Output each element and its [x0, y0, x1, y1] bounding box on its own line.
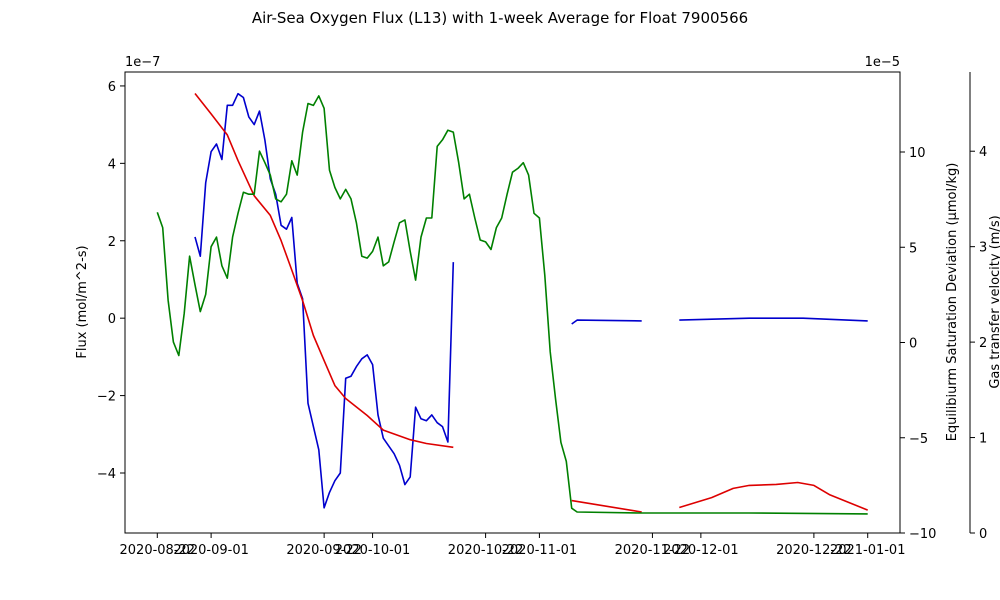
x-tick-label: 2020-11-22: [615, 543, 691, 558]
y3-tick-label: 3: [979, 241, 987, 256]
y-tick-label: −2: [97, 390, 116, 405]
chart-title: Air-Sea Oxygen Flux (L13) with 1-week Av…: [252, 9, 748, 27]
y3-tick-label: 2: [979, 336, 987, 351]
y2-tick-label: −5: [909, 432, 928, 447]
x-tick-label: 2020-12-01: [663, 543, 739, 558]
x-tick-label: 2020-09-01: [173, 543, 249, 558]
y-tick-label: 4: [108, 157, 116, 172]
y2-axis-label: Equilibiurm Saturation Deviation (µmol/k…: [945, 163, 960, 442]
x-tick-label: 2020-11-01: [502, 543, 578, 558]
x-tick-label: 2021-01-01: [830, 543, 906, 558]
x-tick-label: 2020-12-22: [776, 543, 852, 558]
data-line: [194, 92, 868, 509]
y3-tick-label: 4: [979, 145, 987, 160]
x-tick-label: 2020-10-01: [335, 543, 411, 558]
y2-offset-text: 1e−5: [865, 55, 900, 70]
plot-frame: [124, 71, 901, 534]
y-axis-label: Flux (mol/m^2-s): [75, 245, 90, 358]
y2-tick-label: 5: [909, 241, 917, 256]
x-tick-label: 2020-08-22: [120, 543, 196, 558]
data-line: [194, 93, 868, 513]
y-tick-label: 6: [108, 80, 116, 95]
data-line: [156, 95, 868, 515]
y2-tick-label: 10: [909, 146, 926, 161]
y2-tick-label: −10: [909, 527, 936, 542]
y-offset-text: 1e−7: [125, 55, 160, 70]
y-tick-label: 2: [108, 235, 116, 250]
y-tick-label: 0: [108, 312, 116, 327]
x-tick-label: 2020-10-22: [448, 543, 524, 558]
y-tick-label: −4: [97, 467, 116, 482]
y3-tick-label: 0: [979, 527, 987, 542]
y3-axis-label: Gas transfer velocity (m/s): [988, 215, 1000, 388]
y3-tick-label: 1: [979, 432, 987, 447]
x-tick-label: 2020-09-22: [286, 543, 362, 558]
y2-tick-label: 0: [909, 337, 917, 352]
